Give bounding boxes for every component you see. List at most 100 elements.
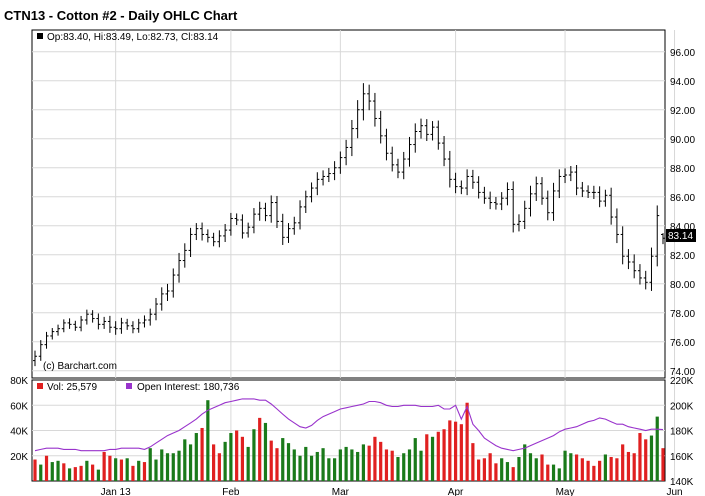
volume-bar xyxy=(177,450,181,481)
volume-bar xyxy=(67,468,72,481)
volume-bar xyxy=(655,416,659,481)
ohlc-bar xyxy=(344,139,349,166)
volume-bar xyxy=(459,424,463,481)
ohlc-bar xyxy=(280,213,285,245)
volume-bar xyxy=(638,433,642,481)
volume-bar xyxy=(131,465,135,481)
price-legend-marker xyxy=(37,33,43,39)
volume-series xyxy=(33,400,665,481)
ohlc-bar xyxy=(407,136,412,167)
volume-bar xyxy=(171,453,175,481)
volume-bar xyxy=(379,441,383,481)
ohlc-bar xyxy=(234,213,239,226)
volume-bar xyxy=(223,441,227,481)
volume-bar xyxy=(494,463,498,481)
volume-bar xyxy=(425,434,429,481)
volume-bar xyxy=(309,455,314,481)
last-price-label: 83.14 xyxy=(668,231,693,242)
ohlc-bar xyxy=(505,182,510,206)
volume-bar xyxy=(540,454,544,481)
volume-legend: Vol: 25,579 xyxy=(47,382,97,393)
ohlc-bar xyxy=(419,118,424,139)
ohlc-bar xyxy=(522,200,527,230)
volume-legend-marker xyxy=(37,383,43,389)
ohlc-bar xyxy=(361,83,366,121)
ohlc-bar xyxy=(332,161,337,181)
volume-bar xyxy=(505,462,510,481)
ohlc-bar xyxy=(50,328,55,340)
volume-bar xyxy=(102,451,106,481)
ohlc-bar xyxy=(540,177,545,205)
ohlc-bar xyxy=(551,182,556,221)
volume-bar xyxy=(269,440,273,481)
ohlc-bar xyxy=(211,232,216,247)
volume-bar xyxy=(275,448,279,481)
volume-tick-label: 80K xyxy=(10,376,28,387)
ohlc-bar xyxy=(125,318,130,330)
ohlc-bar xyxy=(637,264,642,285)
volume-bar xyxy=(344,446,348,481)
ohlc-bar xyxy=(153,297,158,321)
ohlc-bar xyxy=(269,195,274,223)
ohlc-bar xyxy=(205,229,210,243)
ohlc-bar xyxy=(384,128,389,161)
ohlc-bar xyxy=(482,186,487,204)
open-interest-line xyxy=(34,398,664,452)
volume-bar xyxy=(252,429,256,481)
ohlc-bar xyxy=(188,227,193,257)
ohlc-bar xyxy=(240,214,245,239)
date-tick-label: May xyxy=(556,487,575,496)
ohlc-bar xyxy=(257,201,262,221)
volume-bar xyxy=(430,436,435,481)
ohlc-bar xyxy=(545,190,550,221)
ohlc-bar xyxy=(591,185,596,199)
ohlc-bar xyxy=(274,195,279,228)
volume-bar xyxy=(194,433,198,481)
ohlc-bar xyxy=(228,212,233,236)
volume-bar xyxy=(321,448,325,481)
ohlc-bar xyxy=(217,230,222,248)
price-series xyxy=(33,83,665,367)
volume-bar xyxy=(413,438,417,481)
ohlc-bar xyxy=(113,321,118,335)
volume-bar xyxy=(632,453,636,481)
ohlc-bar xyxy=(38,340,43,361)
price-tick-label: 78.00 xyxy=(670,309,695,320)
price-tick-label: 80.00 xyxy=(670,280,695,291)
volume-bar xyxy=(621,444,625,481)
ohlc-bar xyxy=(102,316,107,329)
volume-bar xyxy=(661,448,665,481)
volume-bar xyxy=(453,421,458,481)
volume-bar xyxy=(580,458,584,481)
volume-bar xyxy=(384,449,389,481)
volume-bar xyxy=(33,459,37,481)
ohlc-bar xyxy=(643,270,648,290)
date-tick-label: Jun xyxy=(666,487,682,496)
volume-bar xyxy=(350,449,354,481)
volume-bar xyxy=(258,417,262,481)
volume-bar xyxy=(44,455,49,481)
volume-bar xyxy=(298,455,302,481)
ohlc-bar xyxy=(159,287,164,311)
volume-bar xyxy=(206,400,210,481)
price-tick-label: 96.00 xyxy=(670,48,695,59)
ohlc-bar xyxy=(303,190,308,213)
oi-legend-marker xyxy=(126,383,132,389)
volume-bar xyxy=(592,465,596,481)
ohlc-bar xyxy=(326,167,331,183)
oi-tick-label: 180K xyxy=(670,427,694,438)
volume-bar xyxy=(603,454,607,481)
ohlc-bar xyxy=(465,169,470,196)
ohlc-bar xyxy=(136,318,141,333)
date-tick-label: Apr xyxy=(448,487,464,496)
volume-bar xyxy=(165,453,170,481)
volume-bar xyxy=(315,451,319,481)
volume-bar xyxy=(448,420,452,481)
volume-bar xyxy=(229,433,233,481)
chart-title: CTN13 - Cotton #2 - Daily OHLC Chart xyxy=(4,8,238,23)
ohlc-bar xyxy=(378,110,383,144)
price-legend: Op:83.40, Hi:83.49, Lo:82.73, Cl:83.14 xyxy=(47,32,219,43)
ohlc-bar xyxy=(436,120,441,150)
volume-bar xyxy=(574,454,579,481)
